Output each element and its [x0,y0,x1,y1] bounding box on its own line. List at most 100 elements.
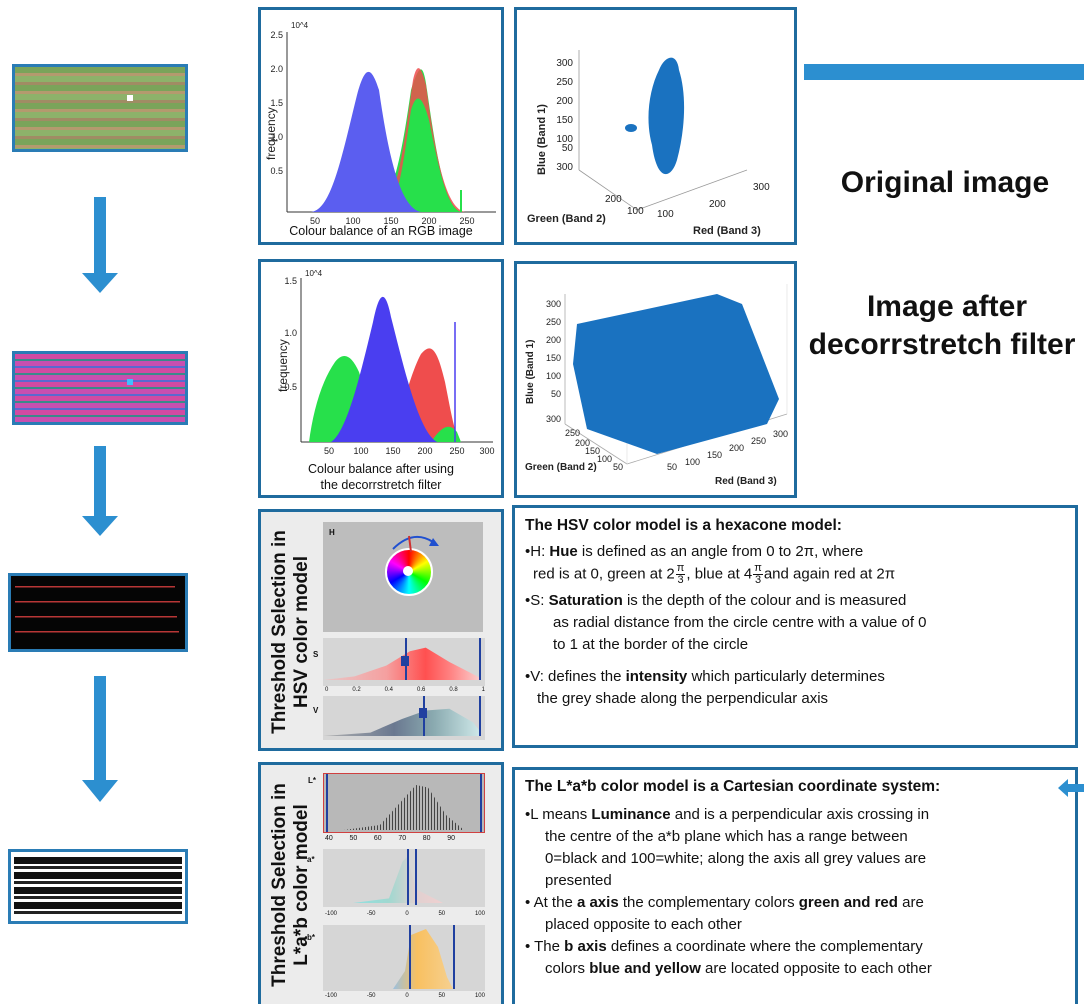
scatter2-gtick: 100 [597,454,612,464]
lab-description-box: The L*a*b color model is a Cartesian coo… [512,767,1078,1004]
lab-threshold-pattern [14,857,182,917]
scatter1-ztick: 150 [556,115,573,126]
thumbnail-lab-threshold [8,849,188,924]
v-threshold-handle[interactable] [419,708,427,718]
hist2-xtick: 200 [417,446,432,456]
hist1-ytick: 2.5 [270,30,283,40]
hsv-hue-line: •H: Hue is defined as an angle from 0 to… [525,541,1065,563]
hist2-ytick: 1.5 [284,276,297,286]
hsv-side-label: Threshold Selection in HSV color model [269,512,313,751]
hist2-xtick: 100 [353,446,368,456]
a-label: a* [307,855,315,864]
lab-b-line2: colors blue and yellow are located oppos… [525,958,1065,980]
arrow-down-1 [82,197,118,294]
arrow-down-3 [82,676,118,804]
lab-a-line2: placed opposite to each other [525,914,1065,936]
a-threshold-line1[interactable] [407,849,409,905]
scatter2-zlabel: Blue (Band 1) [525,340,536,404]
hue-arc-arrow [383,524,443,554]
hist2-xtick: 50 [324,446,334,456]
b-slider[interactable]: b* [323,925,485,991]
a-threshold-line2[interactable] [415,849,417,905]
hist1-ytick: 1.5 [270,98,283,108]
scatter1-rtick: 300 [753,182,770,193]
hist2-xtick: 250 [449,446,464,456]
thumbnail-original [12,64,188,152]
l-max-line[interactable] [480,774,482,832]
hist2-caption-line2: the decorrstretch filter [261,478,501,493]
saturation-slider[interactable]: S [323,638,485,686]
b-ticks: -100 -50 0 50 100 [325,993,485,999]
scatter2-gtick: 250 [565,428,580,438]
lab-threshold-panel: Threshold Selection in L*a*b color model… [258,762,504,1004]
histogram-decorr-panel: 10^4 1.5 1.0 0.5 50 100 150 200 250 300 … [258,259,504,498]
scatter2-xlabel: Green (Band 2) [525,462,597,473]
scatter-decorr: 300 250 200 150 100 50 300 250 200 150 1… [517,264,794,495]
hist2-exponent: 10^4 [305,269,323,278]
section-title-original: Original image [830,164,1060,201]
thumbnail-hsv-threshold [8,573,188,652]
arrow-down-2 [82,446,118,538]
lab-a-line: • At the a axis the complementary colors… [525,892,1065,914]
scatter1-rtick: 200 [709,199,726,210]
l-slider[interactable]: L* [323,773,485,833]
scatter2-rtick: 200 [729,443,744,453]
a-slider[interactable]: a* [323,849,485,907]
scatter1-cloud [648,58,684,175]
b-histogram [393,929,453,989]
hsv-value-line: •V: defines the intensity which particul… [525,666,1065,688]
scatter2-ztick: 300 [546,414,561,424]
scatter1-outlier [625,124,637,132]
scatter2-ztick: 100 [546,371,561,381]
scatter1-xlabel: Green (Band 2) [527,213,606,225]
lab-side-label: Threshold Selection in L*a*b color model [269,765,313,1004]
scatter2-ztick: 50 [551,389,561,399]
section-title-decorr-line1: Image after [810,288,1084,325]
thumbnail-decorrstretch [12,351,188,425]
lab-b-line: • The b axis defines a coordinate where … [525,936,1065,958]
hist1-ytick: 0.5 [270,166,283,176]
section-title-decorr-line2: decorrstretch filter [800,326,1084,363]
s-label: S [313,650,318,659]
s-threshold-handle[interactable] [401,656,409,666]
scatter1-ztick: 300 [556,58,573,69]
scatter1-rtick: 100 [657,209,674,220]
scatter1-ztick: 250 [556,77,573,88]
l-histogram [344,780,464,830]
histogram-rgb: 10^4 2.5 2.0 1.5 1.0 0.5 50 100 150 200 … [261,10,501,242]
scatter2-rtick: 150 [707,450,722,460]
l-label: L* [308,776,316,785]
lab-l-line4: presented [525,870,1065,892]
a-histogram [353,857,443,903]
value-slider[interactable]: V [323,696,485,740]
hsv-wheel-panel: H [323,522,483,632]
scatter2-ylabel: Red (Band 3) [715,476,777,487]
scatter1-ztick: 50 [562,143,574,154]
scatter-decorr-panel: 300 250 200 150 100 50 300 250 200 150 1… [514,261,797,498]
scatter1-ztick: 200 [556,96,573,107]
b-threshold-line1[interactable] [409,925,411,989]
fraction-pi-3: π3 [676,563,686,586]
arrow-left-icon [1058,779,1084,797]
scatter2-rtick: 300 [773,429,788,439]
scatter2-rtick: 50 [667,462,677,472]
hsv-description-box: The HSV color model is a hexacone model:… [512,505,1078,748]
scatter1-ylabel: Red (Band 3) [693,225,761,237]
b-threshold-line2[interactable] [453,925,455,989]
scatter1-ztick: 300 [556,162,573,173]
hsv-value-line2: the grey shade along the perpendicular a… [525,688,1065,710]
histogram-decorr: 10^4 1.5 1.0 0.5 50 100 150 200 250 300 … [261,262,501,495]
v-histogram [323,702,481,736]
l-ticks: 40 50 60 70 80 90 [325,835,455,842]
hsv-hue-line2: red is at 0, green at 2π3, blue at 4 π 3 an… [525,563,1065,586]
hsv-threshold-pattern [11,576,185,649]
v-label: V [313,706,318,715]
s-max-line[interactable] [479,638,481,680]
l-min-line[interactable] [326,774,328,832]
scatter1-gtick: 200 [605,194,622,205]
v-max-line[interactable] [479,696,481,736]
blue-connector-bar [804,64,1084,80]
hsv-saturation-line: •S: Saturation is the depth of the colou… [525,590,1065,612]
hist2-caption-line1: Colour balance after using [261,462,501,477]
hist2-xtick: 300 [479,446,494,456]
